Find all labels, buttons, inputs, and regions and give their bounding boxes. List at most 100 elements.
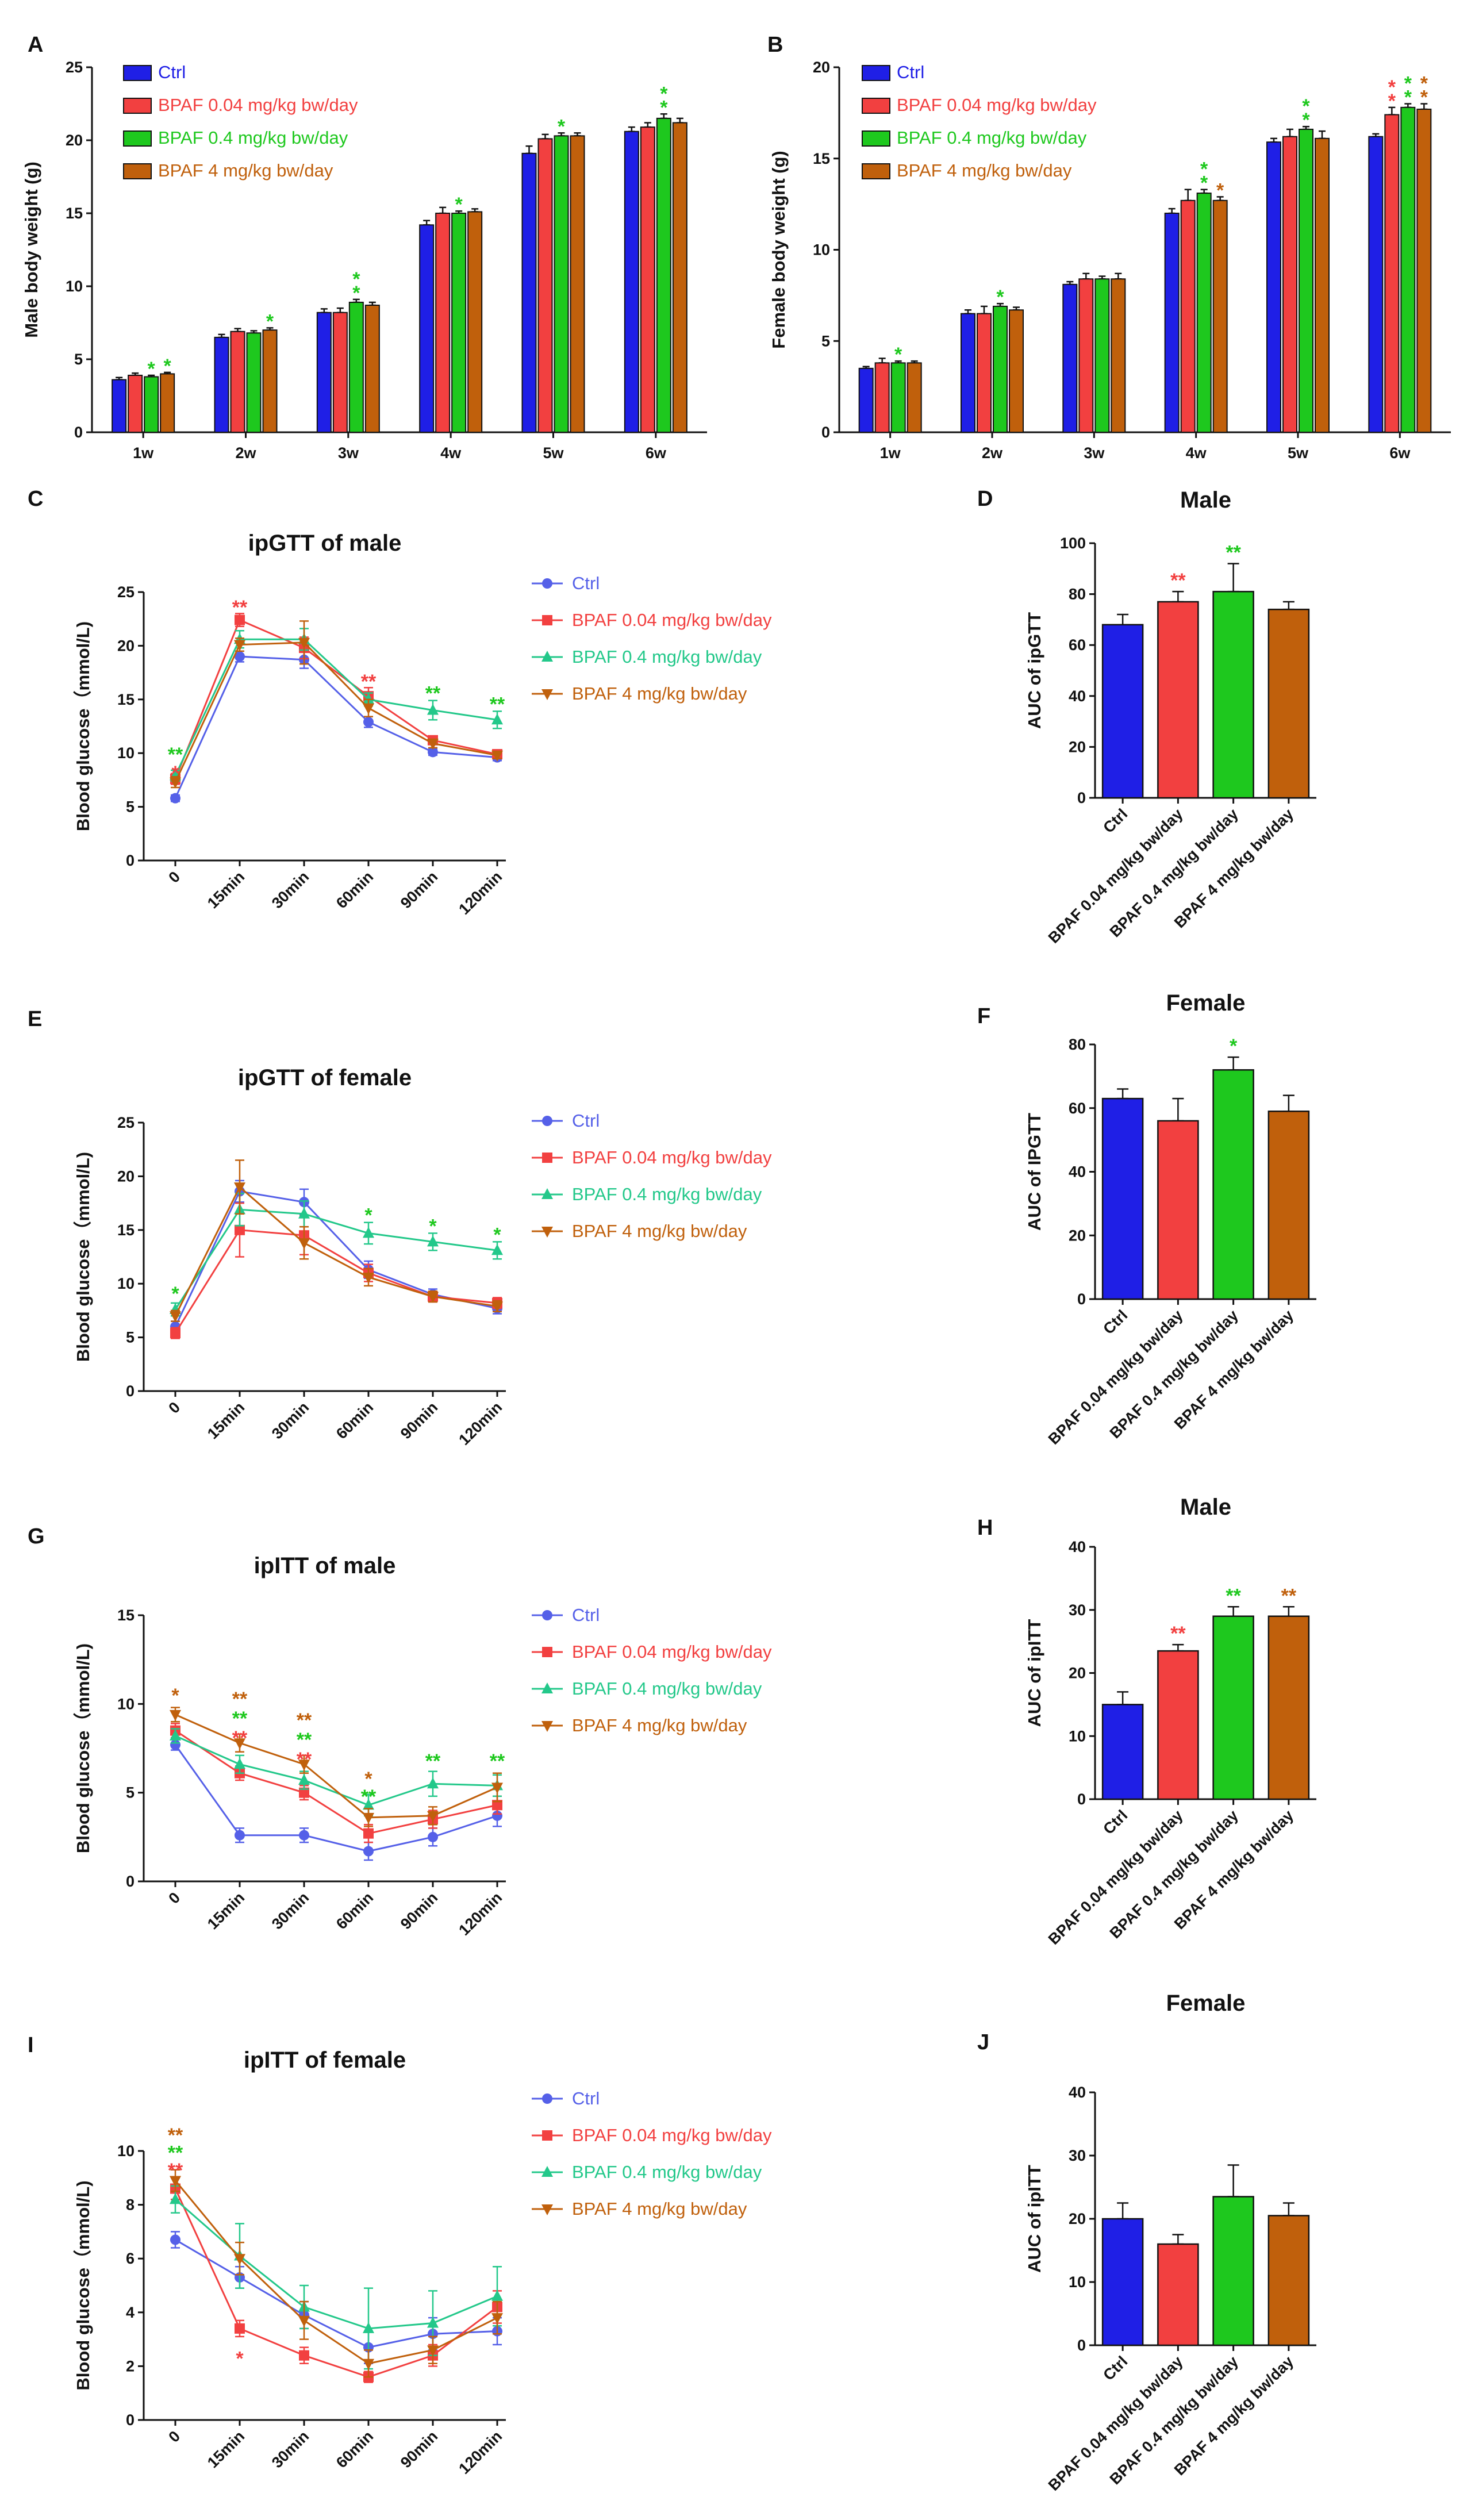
x-tick-label: 0 bbox=[165, 868, 183, 886]
y-tick-label: 25 bbox=[66, 59, 83, 76]
chart-title: Female bbox=[1166, 1991, 1246, 2016]
y-tick-label: 60 bbox=[1069, 1100, 1086, 1117]
marker-triangle-down bbox=[427, 2345, 439, 2357]
bar bbox=[656, 117, 671, 433]
y-axis-label: Blood glucose（mmol/L) bbox=[73, 2180, 93, 2390]
bar bbox=[332, 312, 348, 433]
y-tick-label: 0 bbox=[1077, 789, 1086, 806]
x-tick-label: Ctrl bbox=[1100, 1807, 1131, 1838]
marker-triangle-down bbox=[298, 1238, 310, 1250]
y-tick-label: 10 bbox=[66, 278, 83, 295]
significance-mark: ** bbox=[361, 1786, 377, 1808]
y-tick-label: 2 bbox=[126, 2357, 135, 2375]
marker-triangle-up bbox=[427, 704, 439, 715]
marker-triangle-down bbox=[234, 1182, 245, 1194]
marker-triangle-down bbox=[491, 1783, 503, 1794]
x-tick-label: 6w bbox=[1389, 444, 1411, 462]
y-tick-label: 20 bbox=[1069, 738, 1086, 755]
series-line bbox=[174, 619, 498, 779]
bar bbox=[1212, 590, 1254, 799]
bar bbox=[1111, 278, 1126, 433]
marker-circle bbox=[363, 717, 374, 728]
legend-label: BPAF 0.4 mg/kg bw/day bbox=[897, 128, 1087, 148]
significance-mark: * bbox=[171, 762, 179, 784]
bar bbox=[128, 374, 143, 433]
x-tick-label: 5w bbox=[543, 444, 564, 462]
legend-label: BPAF 0.04 mg/kg bw/day bbox=[158, 95, 358, 115]
significance-mark: ** bbox=[232, 597, 248, 619]
legend-label: Ctrl bbox=[158, 62, 186, 82]
y-tick-label: 0 bbox=[126, 1873, 135, 1890]
marker-circle bbox=[542, 578, 552, 589]
significance-mark: * bbox=[364, 1768, 372, 1790]
legend-label: BPAF 4 mg/kg bw/day bbox=[572, 1715, 747, 1735]
marker-circle bbox=[542, 1610, 552, 1620]
marker-triangle-down bbox=[541, 1721, 553, 1732]
series-line bbox=[174, 2180, 498, 2365]
y-tick-label: 5 bbox=[126, 798, 135, 816]
bar bbox=[1157, 601, 1199, 799]
bar bbox=[1157, 2243, 1199, 2346]
bar bbox=[1196, 193, 1212, 433]
significance-mark: * bbox=[660, 83, 668, 105]
y-tick-label: 30 bbox=[1069, 2147, 1086, 2164]
series-line bbox=[174, 638, 498, 777]
y-tick-label: 0 bbox=[126, 1382, 135, 1400]
significance-mark: * bbox=[660, 97, 668, 118]
x-tick-label: 1w bbox=[133, 444, 154, 462]
y-axis-label: AUC of IPGTT bbox=[1024, 1113, 1044, 1231]
bar bbox=[521, 152, 537, 433]
significance-mark: * bbox=[266, 310, 274, 332]
legend-label: Ctrl bbox=[572, 1605, 600, 1625]
bar bbox=[1101, 1704, 1144, 1800]
significance-mark: * bbox=[352, 282, 360, 304]
panel-letter: A bbox=[28, 33, 43, 57]
y-tick-label: 6 bbox=[126, 2250, 135, 2267]
x-tick-label: 120min bbox=[455, 1889, 505, 1939]
panel-letter: D bbox=[977, 487, 993, 511]
bar bbox=[1368, 136, 1384, 433]
marker-square bbox=[235, 2323, 245, 2334]
x-tick-label: 0 bbox=[165, 1889, 183, 1907]
marker-triangle-up bbox=[427, 2317, 439, 2328]
y-tick-label: 10 bbox=[117, 1695, 135, 1712]
significance-mark: * bbox=[164, 355, 172, 377]
x-tick-label: 120min bbox=[455, 868, 505, 918]
marker-triangle-down bbox=[427, 1292, 439, 1303]
significance-mark: * bbox=[429, 1215, 437, 1237]
marker-square bbox=[235, 614, 245, 625]
x-tick-label: 15min bbox=[204, 868, 248, 912]
bar bbox=[214, 336, 229, 433]
y-tick-label: 10 bbox=[1069, 2273, 1086, 2291]
significance-mark: * bbox=[455, 194, 463, 216]
series-line bbox=[174, 1229, 498, 1334]
significance-mark: ** bbox=[297, 1749, 312, 1770]
x-tick-label: 15min bbox=[204, 1399, 248, 1442]
significance-mark: * bbox=[352, 268, 360, 290]
legend-label: BPAF 0.4 mg/kg bw/day bbox=[572, 1678, 762, 1699]
y-tick-label: 80 bbox=[1069, 586, 1086, 603]
bar bbox=[890, 362, 906, 433]
y-tick-label: 30 bbox=[1069, 1601, 1086, 1619]
legend-label: BPAF 4 mg/kg bw/day bbox=[158, 160, 333, 180]
y-tick-label: 0 bbox=[74, 424, 83, 441]
bar bbox=[537, 138, 553, 433]
y-tick-label: 25 bbox=[117, 583, 135, 601]
marker-triangle-down bbox=[363, 2358, 374, 2370]
y-tick-label: 20 bbox=[117, 637, 135, 654]
y-tick-label: 40 bbox=[1069, 1163, 1086, 1181]
x-tick-label: Ctrl bbox=[1100, 805, 1131, 836]
bar bbox=[1101, 624, 1144, 799]
x-tick-label: 30min bbox=[268, 2427, 312, 2471]
panel-letter: B bbox=[767, 33, 783, 57]
marker-triangle-down bbox=[491, 2313, 503, 2325]
y-tick-label: 15 bbox=[117, 1607, 135, 1624]
chart-panel-a: A 0 5 10 15 20 25 Male body weight (g) 1w 2w 3w 4w 5… bbox=[21, 33, 707, 462]
significance-mark: ** bbox=[168, 2160, 183, 2181]
y-tick-label: 15 bbox=[117, 691, 135, 708]
bar bbox=[1180, 199, 1196, 433]
